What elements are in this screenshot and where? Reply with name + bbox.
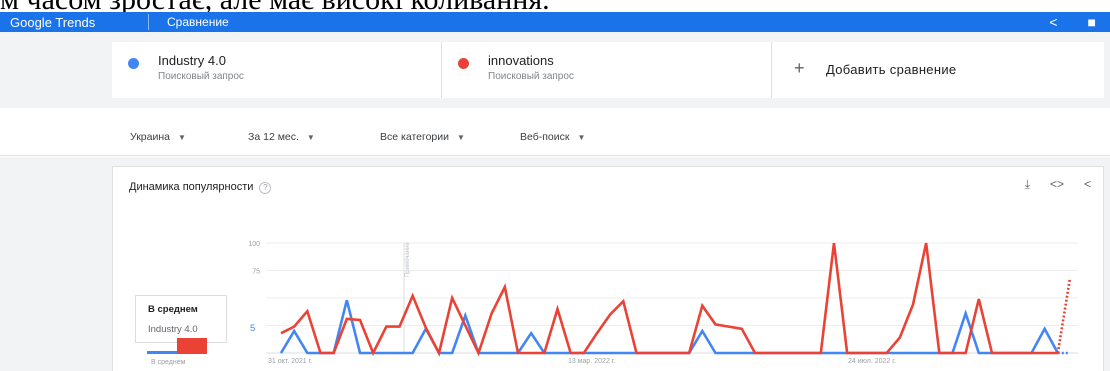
note-marker-label: Примечание: [405, 242, 411, 277]
download-icon[interactable]: ⤓: [1024, 177, 1030, 191]
add-comparison-button[interactable]: + Добавить сравнение: [772, 42, 1104, 98]
average-term: Industry 4.0: [148, 324, 198, 335]
chevron-down-icon: ▼: [177, 133, 186, 142]
x-tick-label: 13 мар. 2022 г.: [568, 358, 615, 365]
term-name: Industry 4.0: [158, 53, 226, 68]
chevron-down-icon: ▼: [456, 133, 465, 142]
average-caption: В среднем: [151, 359, 186, 366]
y-tick-label: 100: [248, 241, 260, 248]
term-color-dot: [458, 58, 469, 69]
average-bars: [147, 338, 207, 354]
series-partial-tail: [1056, 279, 1072, 354]
average-bar-industry: [147, 351, 177, 354]
interest-over-time-panel: Динамика популярности? ⤓ <> < 100 75 31 о…: [112, 166, 1104, 371]
y-axis-ticks: 100 75: [248, 241, 260, 276]
term-color-dot: [128, 58, 139, 69]
x-tick-label: 24 июл. 2022 г.: [848, 358, 896, 365]
plus-icon: +: [794, 58, 805, 78]
topbar-divider: [148, 14, 149, 30]
share-icon[interactable]: <: [1049, 14, 1058, 30]
category-filter[interactable]: Все категории ▼: [380, 131, 465, 143]
embed-icon[interactable]: <>: [1049, 177, 1064, 191]
x-tick-label: 31 окт. 2021 г.: [268, 358, 312, 365]
add-comparison-label: Добавить сравнение: [826, 62, 957, 77]
average-title: В среднем: [148, 304, 198, 315]
help-icon[interactable]: ?: [259, 182, 272, 194]
trend-chart[interactable]: 100 75 31 окт. 2021 г. 13 мар. 2022 г. 24 и…: [113, 167, 1105, 371]
term-type: Поисковый запрос: [488, 71, 574, 82]
period-filter-label: За 12 мес.: [248, 131, 299, 143]
feedback-icon[interactable]: ■: [1087, 14, 1096, 30]
chevron-down-icon: ▼: [577, 133, 586, 142]
y-tick-label: 75: [252, 269, 260, 276]
topbar-actions: < ■: [1049, 14, 1096, 30]
comparison-bar: Industry 4.0 Поисковый запрос innovation…: [0, 32, 1110, 108]
share-icon[interactable]: <: [1083, 177, 1091, 191]
filter-bar: Украина ▼ За 12 мес. ▼ Все категории ▼ Веб-…: [0, 108, 1110, 156]
term-card-industry[interactable]: Industry 4.0 Поисковый запрос: [112, 42, 442, 98]
average-tooltip: В среднем Industry 4.0: [135, 295, 227, 343]
term-type: Поисковый запрос: [158, 71, 244, 82]
average-bar-innovations: [177, 338, 207, 354]
series-line-innovations: [280, 242, 1058, 357]
chevron-down-icon: ▼: [306, 133, 315, 142]
panel-actions: ⤓ <> <: [1025, 177, 1091, 192]
term-card-innovations[interactable]: innovations Поисковый запрос: [442, 42, 772, 98]
chart-grid: [266, 242, 1078, 354]
period-filter[interactable]: За 12 мес. ▼: [248, 131, 315, 143]
x-axis-ticks: 31 окт. 2021 г. 13 мар. 2022 г. 24 июл. 20…: [268, 358, 896, 365]
category-filter-label: Все категории: [380, 131, 449, 143]
region-filter[interactable]: Украина ▼: [130, 131, 186, 143]
chart-series: [279, 242, 1072, 357]
region-filter-label: Украина: [130, 131, 170, 143]
page-title: Сравнение: [167, 15, 229, 29]
term-name: innovations: [488, 53, 554, 68]
panel-title-text: Динамика популярности: [129, 181, 254, 193]
search-type-filter-label: Веб-поиск: [520, 131, 570, 143]
panel-title: Динамика популярности?: [129, 181, 272, 194]
google-trends-logo[interactable]: Google Trends: [10, 14, 96, 30]
search-type-filter[interactable]: Веб-поиск ▼: [520, 131, 585, 143]
top-app-bar: Google Trends Сравнение < ■: [0, 12, 1110, 32]
average-value: 5: [250, 323, 256, 334]
